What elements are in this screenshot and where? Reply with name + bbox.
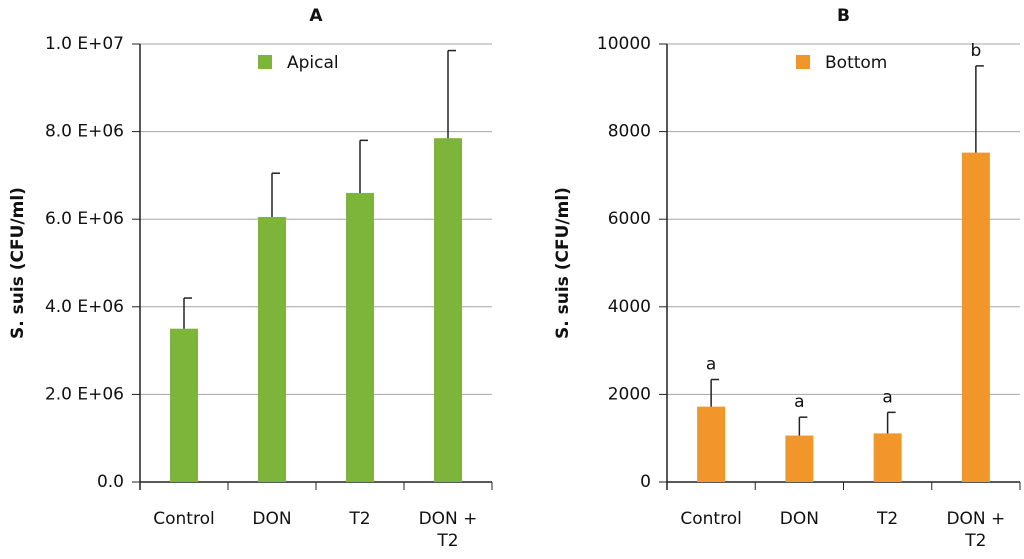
bar (785, 435, 814, 482)
y-axis-label: S. suis (CFU/ml) (553, 187, 573, 339)
bar (697, 406, 726, 482)
y-tick-label: 8.0 E+06 (45, 122, 124, 142)
y-tick-label: 8000 (608, 122, 651, 142)
x-tick-label: Control (153, 509, 215, 529)
y-tick-label: 4000 (608, 297, 651, 317)
annotation: a (794, 392, 804, 412)
x-tick-label: Control (680, 509, 742, 529)
x-tick-label: T2 (349, 509, 371, 529)
chart-title: B (837, 6, 850, 26)
x-tick-label: DON + T2 (418, 509, 478, 551)
bar (258, 217, 286, 482)
y-tick-label: 0.0 (97, 472, 124, 492)
y-tick-label: 4.0 E+06 (45, 297, 124, 317)
y-tick-label: 2000 (608, 384, 651, 404)
annotation: b (970, 41, 981, 61)
bar (434, 138, 462, 483)
y-tick-label: 0 (640, 472, 651, 492)
bar (961, 152, 990, 482)
y-axis-label: S. suis (CFU/ml) (8, 187, 28, 339)
y-tick-label: 2.0 E+06 (45, 384, 124, 404)
legend-swatch (258, 55, 272, 69)
legend-label: Bottom (825, 53, 887, 73)
y-tick-label: 6.0 E+06 (45, 209, 124, 229)
x-tick-label: DON + T2 (946, 509, 1006, 551)
legend-label: Apical (287, 53, 339, 73)
y-tick-label: 6000 (608, 209, 651, 229)
legend-swatch (796, 55, 810, 69)
annotation: a (706, 355, 716, 375)
x-tick-label: DON (252, 509, 292, 529)
bar (346, 192, 374, 483)
bar (873, 433, 902, 482)
bar (170, 328, 198, 482)
y-tick-label: 1.0 E+07 (45, 34, 124, 54)
chart-title: A (309, 6, 323, 26)
x-tick-label: T2 (877, 509, 899, 529)
annotation: a (882, 387, 892, 407)
x-tick-label: DON (779, 509, 819, 529)
y-tick-label: 10000 (597, 34, 651, 54)
